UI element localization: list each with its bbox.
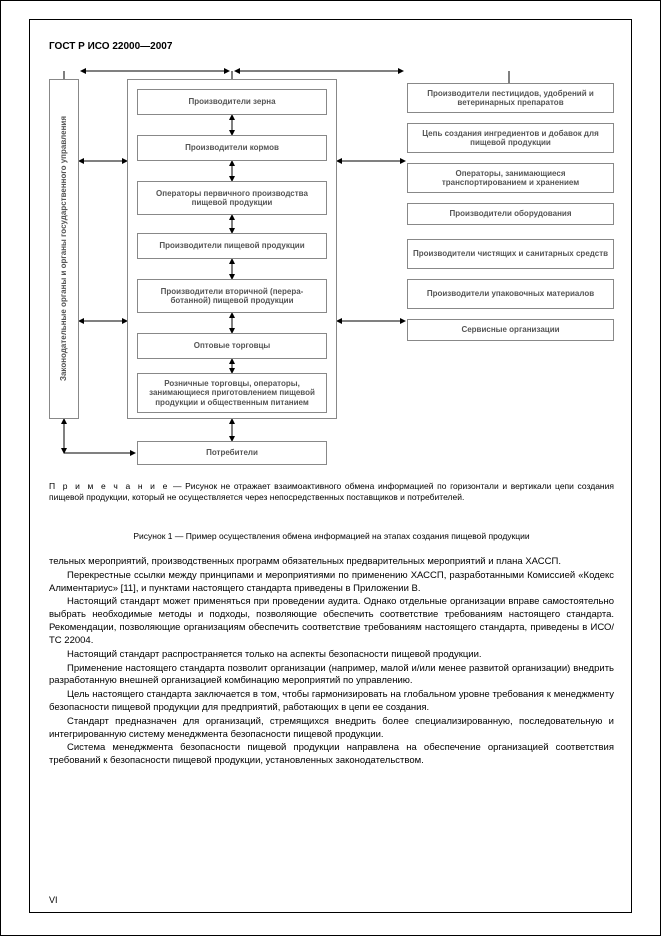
note-label: П р и м е ч а н и е: [49, 481, 169, 491]
right-box: Производители пестицидов, удобрений и ве…: [407, 83, 614, 113]
right-box: Сервисные организации: [407, 319, 614, 341]
chain-box: Производители вторичной (перера-ботанной…: [137, 279, 327, 313]
chain-box: Производители зерна: [137, 89, 327, 115]
chain-box: Розничные торговцы, операторы, занимающи…: [137, 373, 327, 413]
paragraph: Цель настоящего стандарта заключается в …: [49, 689, 614, 715]
body-text: тельных мероприятий, производственных пр…: [49, 556, 614, 769]
flowchart-diagram: Законодательные органы и органы государс…: [49, 61, 614, 471]
paragraph: Система менеджмента безопасности пищевой…: [49, 742, 614, 768]
paragraph: Применение настоящего стандарта позволит…: [49, 663, 614, 689]
chain-box: Операторы первичного производства пищево…: [137, 181, 327, 215]
consumers-box: Потребители: [137, 441, 327, 465]
paragraph: Перекрестные ссылки между принципами и м…: [49, 570, 614, 596]
right-box: Операторы, занимающиеся транспортировани…: [407, 163, 614, 193]
figure-caption: Рисунок 1 — Пример осуществления обмена …: [49, 531, 614, 541]
page-number: VI: [49, 895, 58, 905]
right-box: Производители оборудования: [407, 203, 614, 225]
chain-box: Производители кормов: [137, 135, 327, 161]
chain-box: Производители пищевой продукции: [137, 233, 327, 259]
paragraph: Настоящий стандарт может применяться при…: [49, 596, 614, 647]
document-title: ГОСТ Р ИСО 22000—2007: [49, 41, 172, 52]
paragraph: Настоящий стандарт распространяется толь…: [49, 649, 614, 662]
paragraph: Стандарт предназначен для организаций, с…: [49, 716, 614, 742]
right-box: Производители чистящих и санитарных сред…: [407, 239, 614, 269]
chain-box: Оптовые торговцы: [137, 333, 327, 359]
page: ГОСТ Р ИСО 22000—2007: [0, 0, 661, 936]
gov-column-box: Законодательные органы и органы государс…: [49, 79, 79, 419]
right-box: Производители упаковочных материалов: [407, 279, 614, 309]
paragraph: тельных мероприятий, производственных пр…: [49, 556, 614, 569]
note-text: П р и м е ч а н и е — Рисунок не отражае…: [49, 481, 614, 503]
right-box: Цепь создания ингредиентов и добавок для…: [407, 123, 614, 153]
gov-column-label: Законодательные органы и органы государс…: [59, 116, 68, 381]
